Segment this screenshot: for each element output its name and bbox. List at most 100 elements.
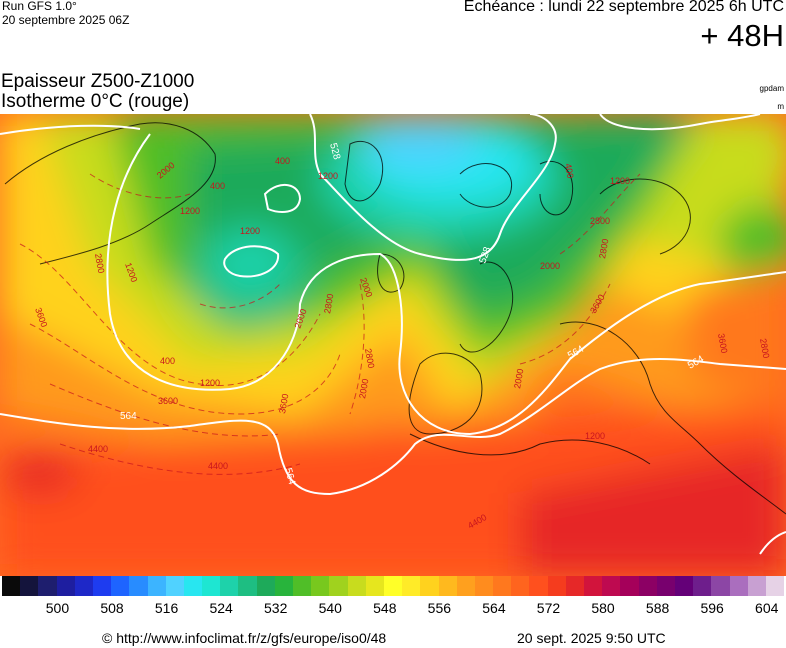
colorbar-swatch [656, 576, 675, 596]
isotherm-label-400: 400 [275, 156, 290, 166]
contour-line [599, 114, 761, 131]
colorbar-swatch [74, 576, 93, 596]
colorbar-swatch [565, 576, 584, 596]
colorbar-swatch [474, 576, 494, 596]
colorbar-swatch [765, 576, 785, 596]
isotherm-label-2800: 2800 [322, 293, 335, 314]
colorbar-label: 572 [536, 600, 561, 616]
colorbar-swatch [92, 576, 112, 596]
thickness-labels: 528 528 564 564 564 564 [120, 142, 706, 486]
isotherm-label-3600: 3600 [277, 393, 290, 414]
colorbar-swatch [2, 576, 21, 596]
colorbar-label: 588 [645, 600, 670, 616]
colorbar-swatch [456, 576, 475, 596]
colorbar-label: 580 [591, 600, 615, 616]
forecast-time: Echéance : lundi 22 septembre 2025 6h UT… [463, 0, 784, 15]
colorbar-swatch [747, 576, 766, 596]
contour-label-528: 528 [327, 142, 342, 161]
colorbar-swatch [693, 576, 712, 596]
isotherm-label-1200: 1200 [318, 171, 338, 181]
isotherm-label-2800: 2800 [363, 348, 376, 369]
thickness-field [0, 114, 786, 576]
colorbar-swatch [365, 576, 384, 596]
thickness-contours [0, 114, 786, 555]
colorbar-swatch [56, 576, 75, 596]
isotherm-label-4400: 4400 [208, 461, 228, 471]
contour-564-line [106, 133, 786, 436]
colorbar-swatch [602, 576, 621, 596]
colorbar-label: 596 [700, 600, 724, 616]
colorbar-swatch [220, 576, 239, 596]
colorbar-swatch [383, 576, 403, 596]
coastlines [4, 122, 786, 515]
isotherm-label-2000: 2000 [512, 368, 525, 389]
colorbar-swatch [674, 576, 694, 596]
map-panel: 528 528 564 564 564 564 400 400 400 400 … [0, 114, 786, 576]
isotherm-label-400: 400 [160, 356, 175, 366]
isotherm-label-4400: 4400 [88, 444, 108, 454]
colorbar-swatch [238, 576, 257, 596]
colorbar-swatch [329, 576, 348, 596]
map-title-thickness: Epaisseur Z500-Z1000 [1, 71, 195, 92]
contour-line [263, 184, 302, 213]
colorbar-swatch [493, 576, 512, 596]
lead-time: + 48H [700, 18, 784, 53]
colorbar-swatch [638, 576, 657, 596]
run-date: 20 septembre 2025 06Z [2, 13, 130, 27]
colorbar-swatch [183, 576, 203, 596]
colorbar-swatch [620, 576, 639, 596]
colorbar-swatch [420, 576, 439, 596]
colorbar-label: 500 [45, 600, 70, 616]
colorbar-swatch [202, 576, 221, 596]
colorbar-swatch [347, 576, 366, 596]
colorbar-swatch [165, 576, 184, 596]
unit-m: m [777, 102, 784, 111]
colorbar-swatch [438, 576, 457, 596]
contour-564-line [0, 358, 786, 496]
contour-label-564: 564 [282, 467, 297, 486]
colorbar-swatch [547, 576, 566, 596]
isotherm-label-2000: 2000 [357, 378, 370, 399]
colorbar-label: 564 [482, 600, 506, 616]
footer-credit: © http://www.infoclimat.fr/z/gfs/europe/… [102, 630, 387, 646]
colorbar-swatch [293, 576, 312, 596]
colorbar-swatch [20, 576, 39, 596]
colorbar-swatch [529, 576, 548, 596]
colorbar-swatch [311, 576, 330, 596]
colorbar-label: 604 [755, 600, 779, 616]
colorbar-label: 548 [373, 600, 397, 616]
isotherm-label-3600: 3600 [716, 333, 729, 354]
colorbar-swatch [729, 576, 748, 596]
isotherm-label-2800: 2800 [597, 238, 610, 259]
colorbar-swatch [147, 576, 166, 596]
colorbar-swatch [129, 576, 148, 596]
colorbar-swatch [511, 576, 530, 596]
colorbar-label: 532 [264, 600, 288, 616]
isotherm-label-1200: 1200 [610, 176, 630, 186]
colorbar-label: 516 [154, 600, 179, 616]
colorbar-swatch [274, 576, 293, 596]
colorbar-swatch [38, 576, 57, 596]
isotherm-label-2800: 2800 [590, 216, 610, 226]
colorbar-label: 556 [427, 600, 452, 616]
colorbar-swatch [256, 576, 275, 596]
map-title-isotherm: Isotherme 0°C (rouge) [1, 91, 190, 112]
isotherm-label-400: 400 [210, 181, 225, 191]
isotherm-lines [19, 173, 641, 475]
colorbar-label: 540 [318, 600, 342, 616]
isotherm-label-3600: 3600 [158, 396, 178, 406]
colorbar-label: 508 [100, 600, 124, 616]
isotherm-label-2000: 2000 [540, 261, 560, 271]
unit-gpdam: gpdam [759, 84, 784, 93]
contour-528-line [223, 245, 280, 278]
contour-label-564: 564 [120, 411, 137, 422]
isotherm-label-2800: 2800 [758, 338, 771, 359]
isotherm-label-1200: 1200 [200, 378, 220, 388]
colorbar-swatch [711, 576, 730, 596]
isotherm-label-2800: 2800 [93, 253, 106, 274]
isotherm-label-1200: 1200 [180, 206, 200, 216]
footer-timestamp: 20 sept. 2025 9:50 UTC [517, 630, 666, 646]
isotherm-label-1200: 1200 [240, 226, 260, 236]
contour-528-line [309, 114, 557, 261]
thickness-map: 528 528 564 564 564 564 400 400 400 400 … [0, 114, 786, 576]
